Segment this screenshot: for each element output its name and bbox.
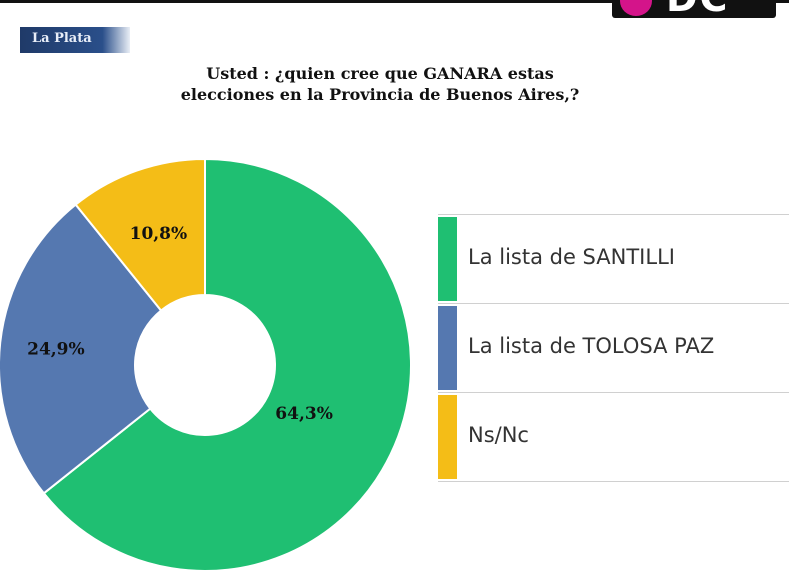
- top-bar: [0, 0, 789, 3]
- slice-nsnc: [74, 157, 206, 312]
- chart-title-line-2: elecciones en la Provincia de Buenos Air…: [180, 85, 580, 104]
- region-label: La Plata: [32, 31, 92, 46]
- chart-legend: La lista de SANTILLI La lista de TOLOSA …: [438, 214, 789, 482]
- slice-label-santilli: 64,3%: [275, 404, 333, 424]
- slice-santilli: [42, 157, 412, 572]
- chart-title-line-1: Usted : ¿quien cree que GANARA estas: [206, 64, 554, 83]
- legend-swatch-tolosa-paz: [438, 306, 457, 390]
- legend-item-nsnc: Ns/Nc: [438, 392, 789, 482]
- slice-tolosa-paz: [0, 203, 163, 495]
- slice-label-nsnc: 10,8%: [130, 224, 188, 244]
- donut-chart: 64,3% 24,9% 10,8%: [0, 157, 412, 572]
- logo-text: DC: [666, 0, 766, 17]
- logo-circle-icon: [620, 0, 652, 16]
- legend-label-santilli: La lista de SANTILLI: [468, 245, 675, 269]
- chart-title: Usted : ¿quien cree que GANARA estas ele…: [120, 63, 640, 105]
- legend-swatch-santilli: [438, 217, 457, 301]
- brand-logo: DC: [612, 0, 776, 18]
- legend-item-santilli: La lista de SANTILLI: [438, 214, 789, 303]
- legend-label-tolosa-paz: La lista de TOLOSA PAZ: [468, 334, 715, 358]
- legend-item-tolosa-paz: La lista de TOLOSA PAZ: [438, 303, 789, 392]
- slice-label-tolosa-paz: 24,9%: [27, 340, 85, 360]
- legend-swatch-nsnc: [438, 395, 457, 479]
- legend-label-nsnc: Ns/Nc: [468, 423, 529, 447]
- region-tag: La Plata: [20, 27, 130, 53]
